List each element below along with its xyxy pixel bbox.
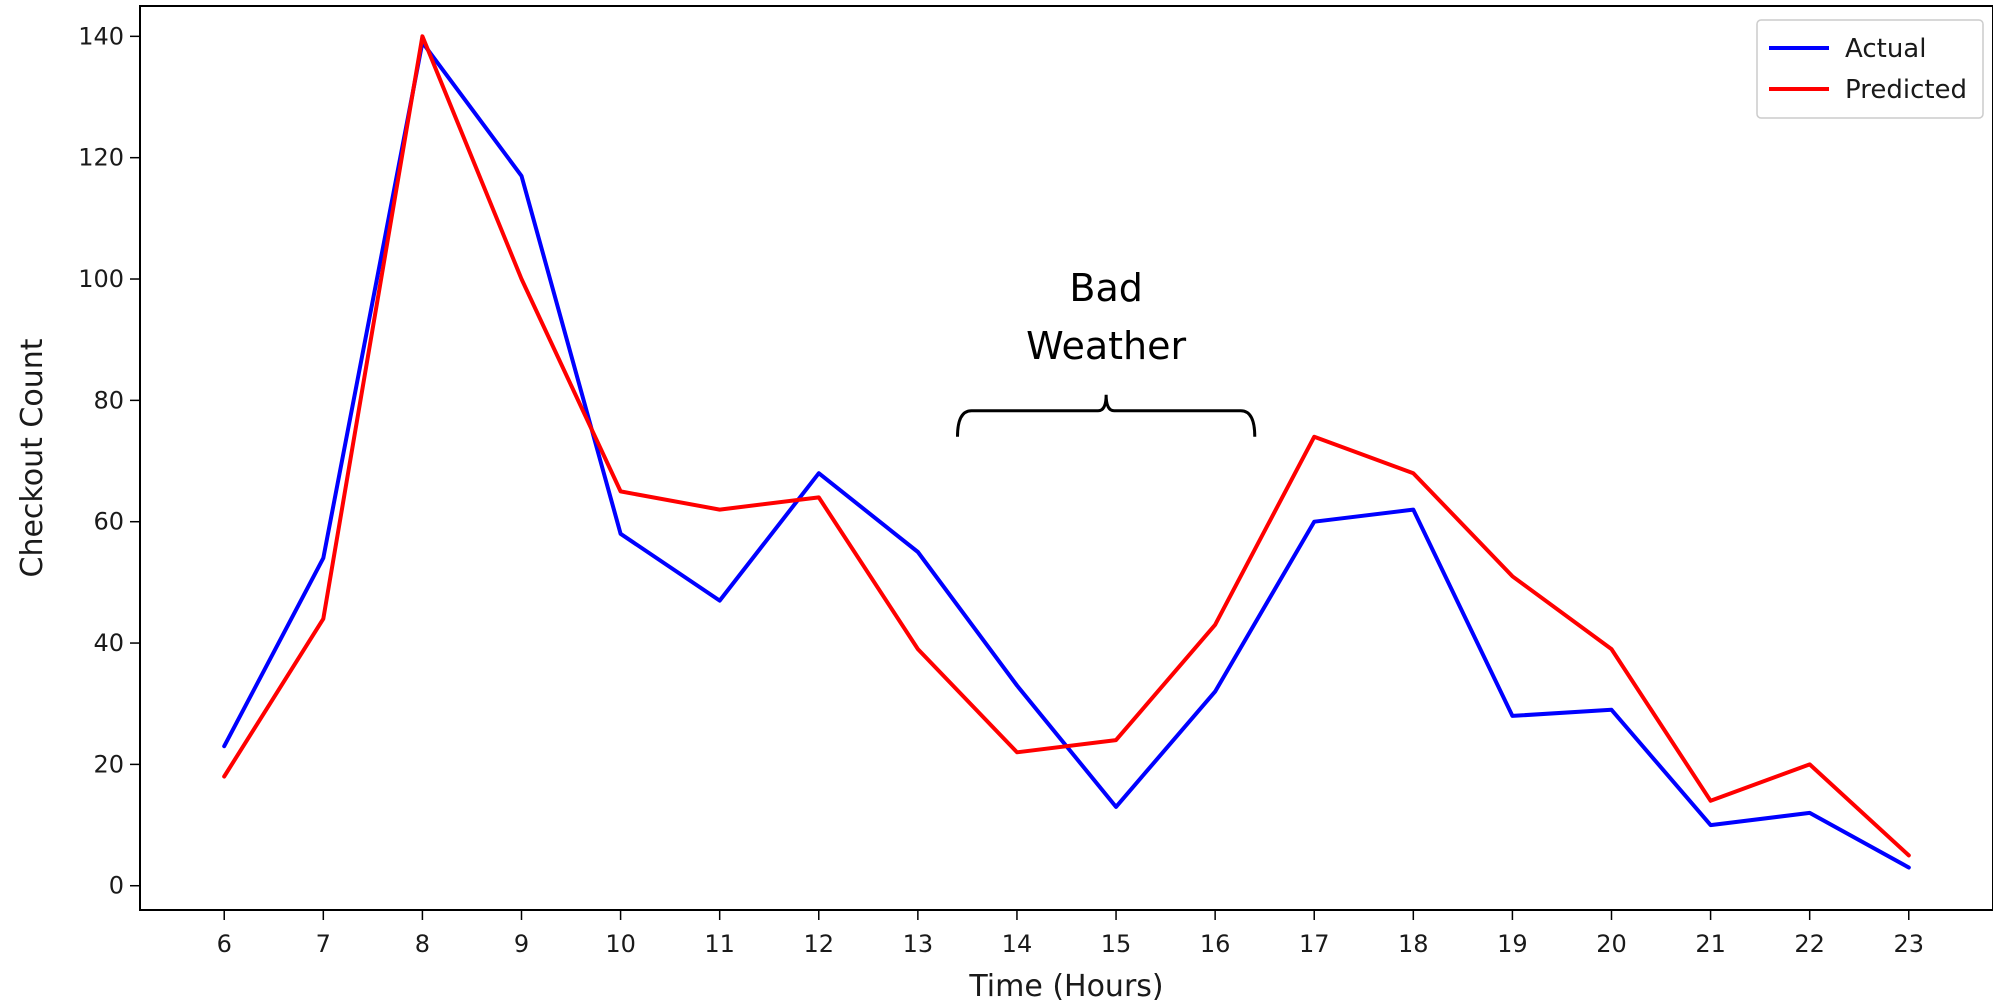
- y-axis: 0 20 40 60 80 100 120 140: [78, 22, 140, 900]
- x-tick-label: 21: [1695, 930, 1726, 958]
- x-tick-label: 7: [316, 930, 331, 958]
- series-line-predicted: [222, 34, 1911, 858]
- y-tick-label: 60: [93, 508, 124, 536]
- legend-label-actual: Actual: [1845, 34, 1926, 64]
- legend: Actual Predicted: [1756, 19, 1984, 119]
- x-tick-label: 8: [415, 930, 430, 958]
- y-tick-label: 140: [78, 22, 124, 50]
- annotation-text: Weather: [1026, 324, 1186, 368]
- x-tick-label: 11: [704, 930, 735, 958]
- legend-box: [1756, 19, 1984, 119]
- annotation-text: Bad: [1069, 266, 1142, 310]
- x-tick-label: 17: [1299, 930, 1330, 958]
- x-axis: 6 7 8 9 10 11 12 13 14 15 16 17 18 19 20 21 22 23: [217, 910, 1924, 958]
- y-tick-label: 20: [93, 750, 124, 778]
- legend-label-predicted: Predicted: [1845, 75, 1967, 105]
- y-axis-label: Checkout Count: [15, 338, 50, 577]
- x-tick-label: 10: [605, 930, 636, 958]
- y-tick-label: 40: [93, 629, 124, 657]
- x-tick-label: 23: [1893, 930, 1924, 958]
- x-tick-label: 13: [903, 930, 934, 958]
- y-tick-label: 80: [93, 386, 124, 414]
- plot-border: [139, 5, 1993, 911]
- x-tick-label: 6: [217, 930, 232, 958]
- x-tick-label: 15: [1101, 930, 1132, 958]
- x-tick-label: 9: [514, 930, 529, 958]
- x-tick-label: 20: [1596, 930, 1627, 958]
- x-tick-label: 12: [803, 930, 834, 958]
- annotation-layer: Bad Weather: [956, 266, 1257, 437]
- series-layer: [222, 34, 1911, 870]
- y-tick-label: 0: [109, 872, 124, 900]
- annotation-brace: [956, 394, 1257, 437]
- x-tick-label: 18: [1398, 930, 1429, 958]
- x-tick-label: 22: [1794, 930, 1825, 958]
- x-tick-label: 19: [1497, 930, 1528, 958]
- y-tick-label: 100: [78, 265, 124, 293]
- plot-frame: [139, 5, 1993, 911]
- x-tick-label: 14: [1002, 930, 1033, 958]
- x-tick-label: 16: [1200, 930, 1231, 958]
- y-tick-label: 120: [78, 144, 124, 172]
- x-axis-label: Time (Hours): [968, 969, 1163, 1004]
